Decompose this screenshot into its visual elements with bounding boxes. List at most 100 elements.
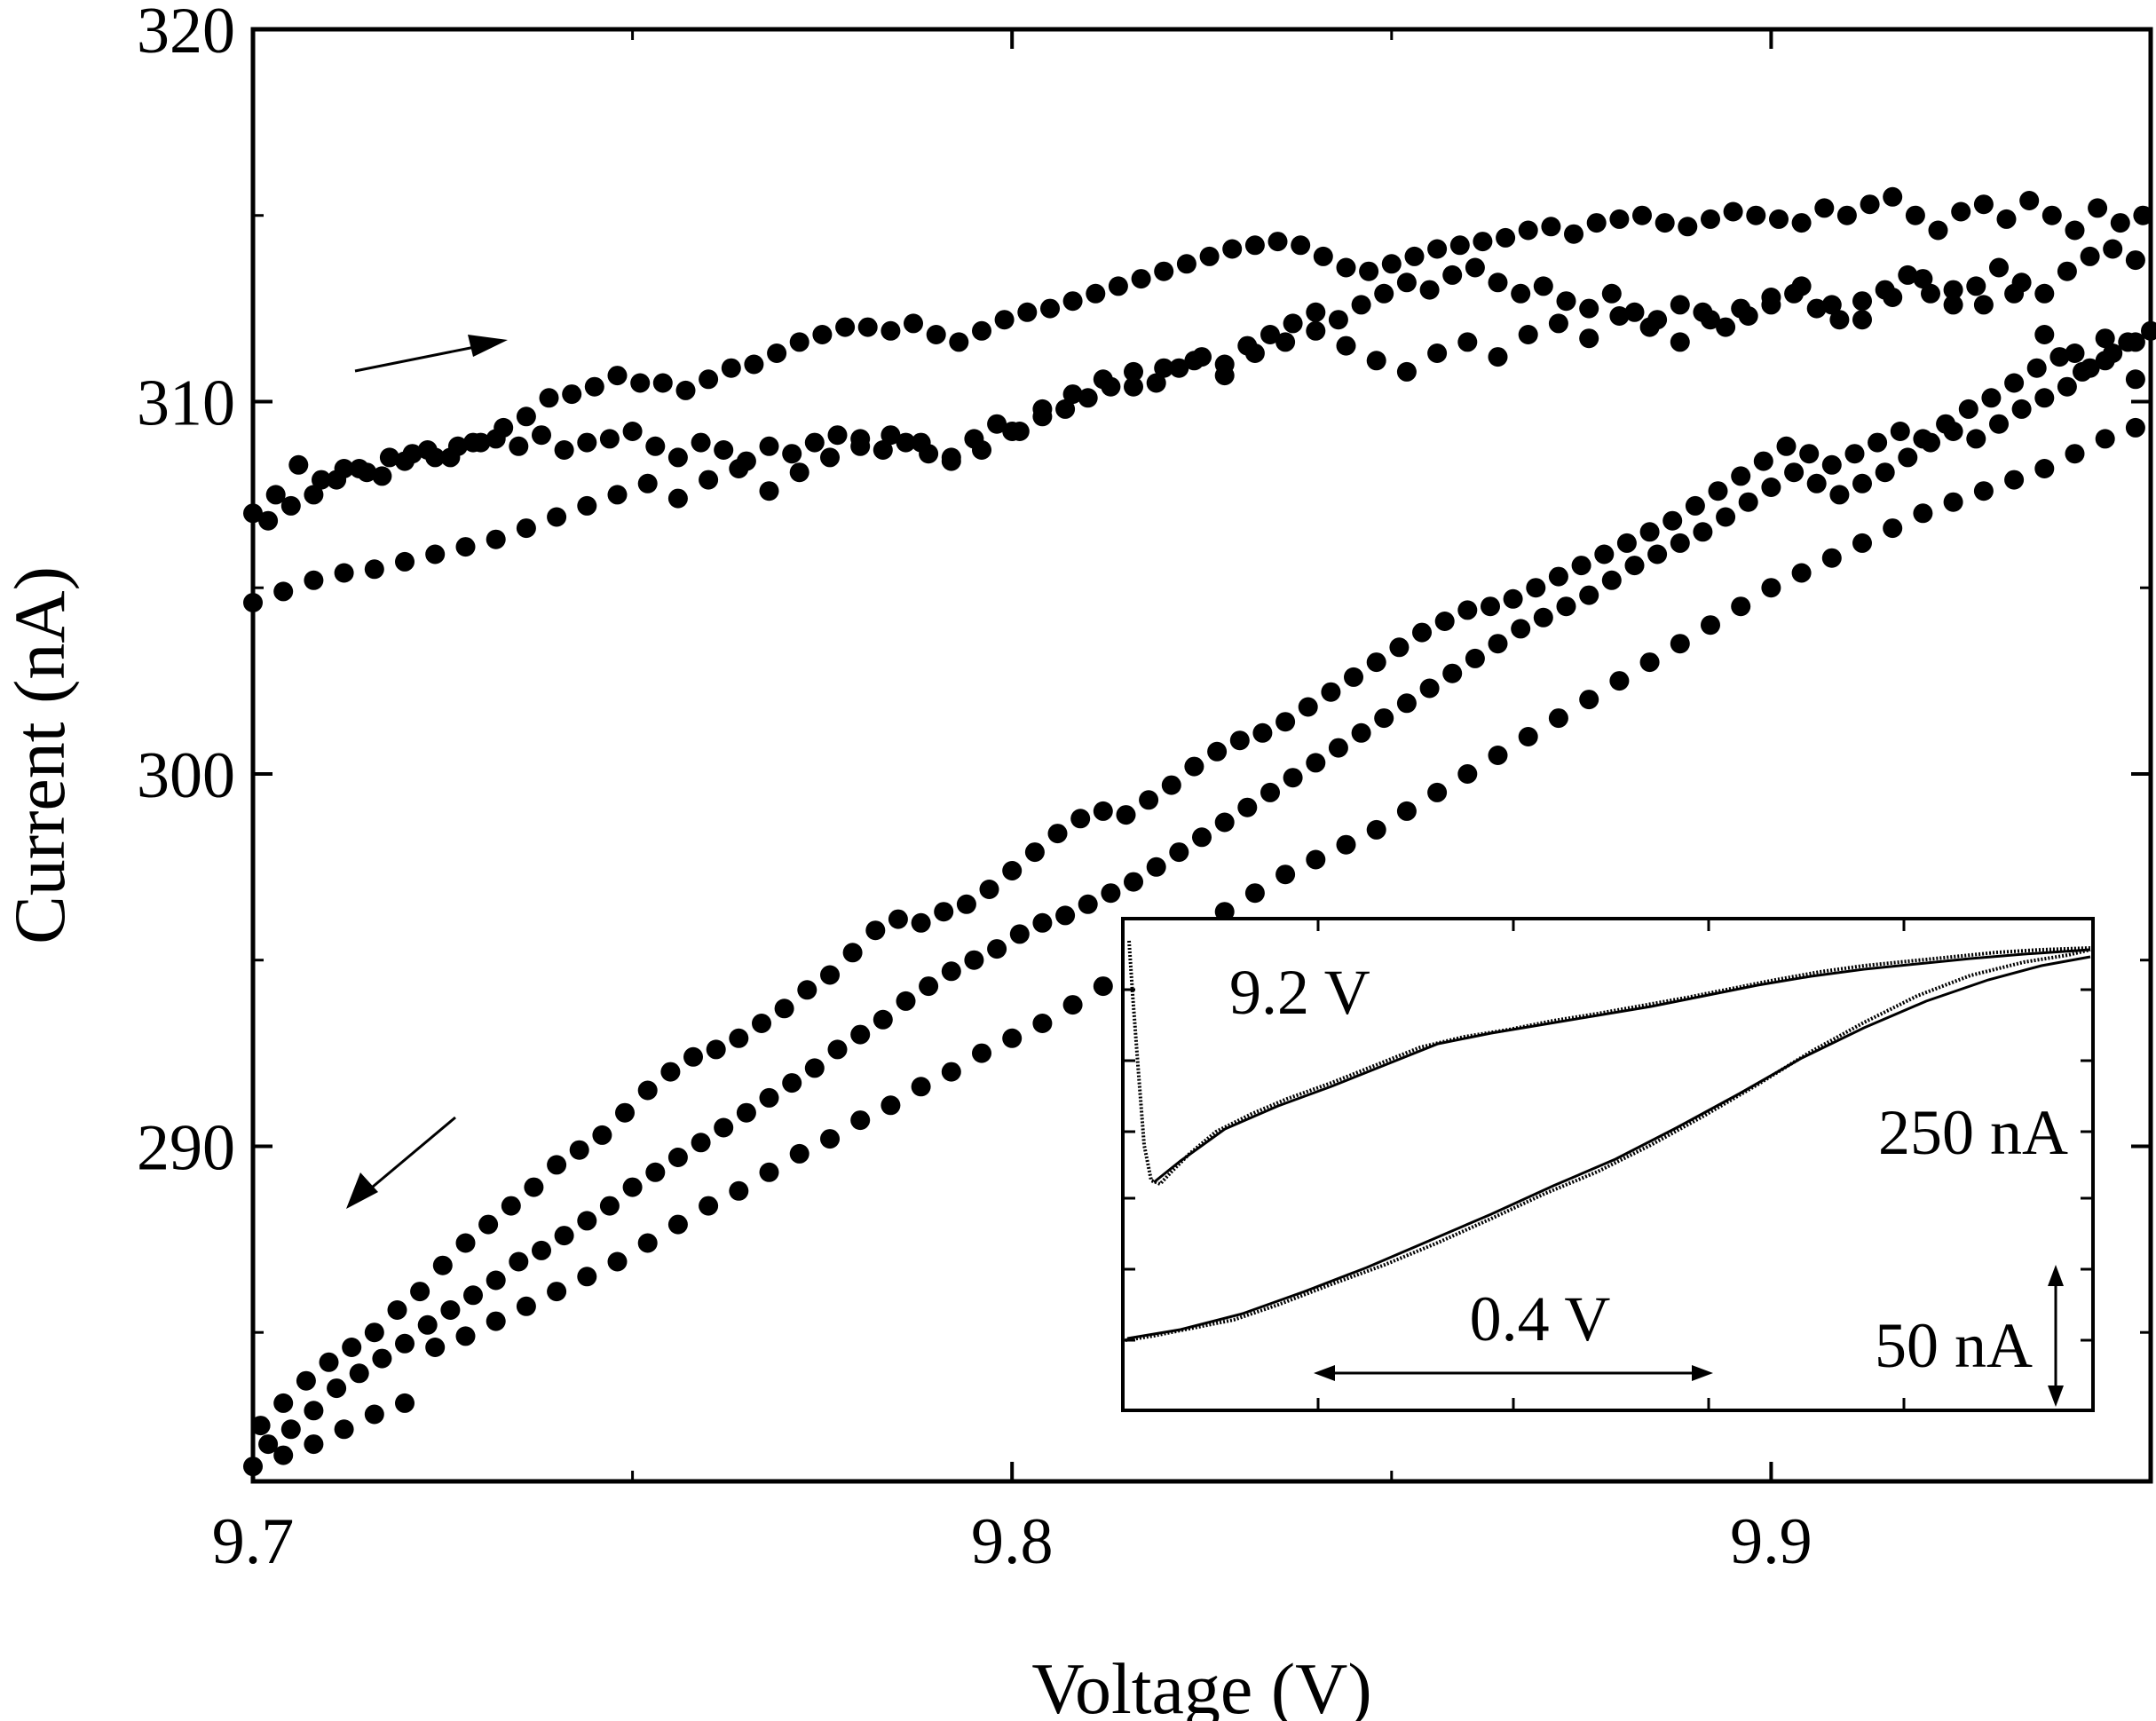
data-point [569,1140,589,1160]
data-point [1237,797,1258,817]
data-point [881,320,901,341]
data-point [2125,369,2145,390]
data-point [1184,351,1204,371]
data-point [486,529,506,549]
data-point [1442,663,1463,683]
data-point [2004,283,2025,304]
inset-panel: 9.2 V 250 nA 0.4 V 50 nA [1121,917,2095,1412]
data-point [1852,310,1872,330]
data-point [516,407,536,427]
data-point [1860,194,1880,215]
data-point [607,1251,628,1272]
data-point [547,1282,567,1302]
data-point [919,976,939,997]
data-point [987,414,1007,434]
data-point [1814,198,1835,218]
data-point [1146,857,1166,877]
inset-ticks [1123,919,2093,1410]
data-point [1381,254,1402,274]
data-point [873,1009,893,1030]
data-point [1002,861,1023,880]
data-point [455,1233,476,1253]
data-point [820,447,840,468]
data-point [1791,213,1812,233]
data-point [280,1419,301,1440]
data-point [1351,295,1371,315]
data-point [1055,905,1076,926]
data-point [1396,693,1417,714]
data-point [1564,224,1583,244]
data-point [1951,201,1971,222]
data-point [364,1322,384,1343]
data-point [1829,485,1850,505]
data-point [1101,883,1121,904]
data-point [1412,622,1432,643]
data-point [667,447,688,468]
data-point [1017,302,1038,322]
data-point [622,1177,643,1197]
data-point [1821,454,1842,475]
data-point [1670,295,1690,315]
data-point [1093,369,1113,390]
y-tick-label: 290 [137,1111,235,1184]
data-point [516,518,536,539]
data-point [455,1326,476,1346]
data-point [1844,444,1865,464]
data-point [280,495,301,516]
data-point [789,1143,809,1164]
data-point [2065,343,2085,363]
data-point [1996,209,2017,229]
data-point [554,1226,574,1246]
data-point [934,902,954,922]
data-point [1556,291,1576,312]
data-point [1214,812,1235,833]
data-point [1306,320,1326,341]
data-point [273,1445,294,1465]
data-point [304,1401,324,1421]
data-point [1966,429,1986,449]
data-point [896,991,916,1011]
data-point [1670,533,1690,553]
data-point [1404,246,1425,266]
data-point [1624,556,1645,576]
data-point [1761,478,1781,497]
data-point [607,485,628,505]
data-point [622,422,643,441]
inset-scale-y-arrow [2048,1265,2064,1407]
data-point [1639,317,1660,337]
data-point [1670,634,1690,654]
x-tick-label: 9.8 [971,1505,1054,1578]
data-point [1336,834,1356,855]
data-point [304,1434,324,1455]
data-point [296,1370,316,1391]
y-tick-label: 310 [137,367,235,439]
data-point [1161,775,1181,795]
data-point [304,570,324,590]
data-point [395,551,415,572]
data-point [1488,634,1508,654]
data-point [1086,283,1106,304]
data-point [1154,261,1174,281]
data-point [789,462,809,483]
data-point [1481,596,1500,617]
data-point [1419,678,1440,699]
data-point [1769,209,1789,229]
data-point [1374,708,1394,729]
data-point [1465,648,1485,668]
data-point [1328,310,1348,330]
data-point [1518,325,1538,344]
data-point [706,1039,726,1060]
data-point [372,1348,392,1369]
data-point [2065,444,2085,464]
data-point [1457,600,1478,620]
data-point [1396,361,1417,382]
data-point [736,1102,756,1123]
data-point [1761,288,1781,307]
inset-curve-upper-2 [1153,948,2091,1184]
data-point [1701,310,1720,330]
data-point [941,1062,961,1082]
data-point [842,943,863,963]
data-point [699,369,719,390]
data-point [1002,1028,1023,1048]
data-point [2103,239,2123,259]
